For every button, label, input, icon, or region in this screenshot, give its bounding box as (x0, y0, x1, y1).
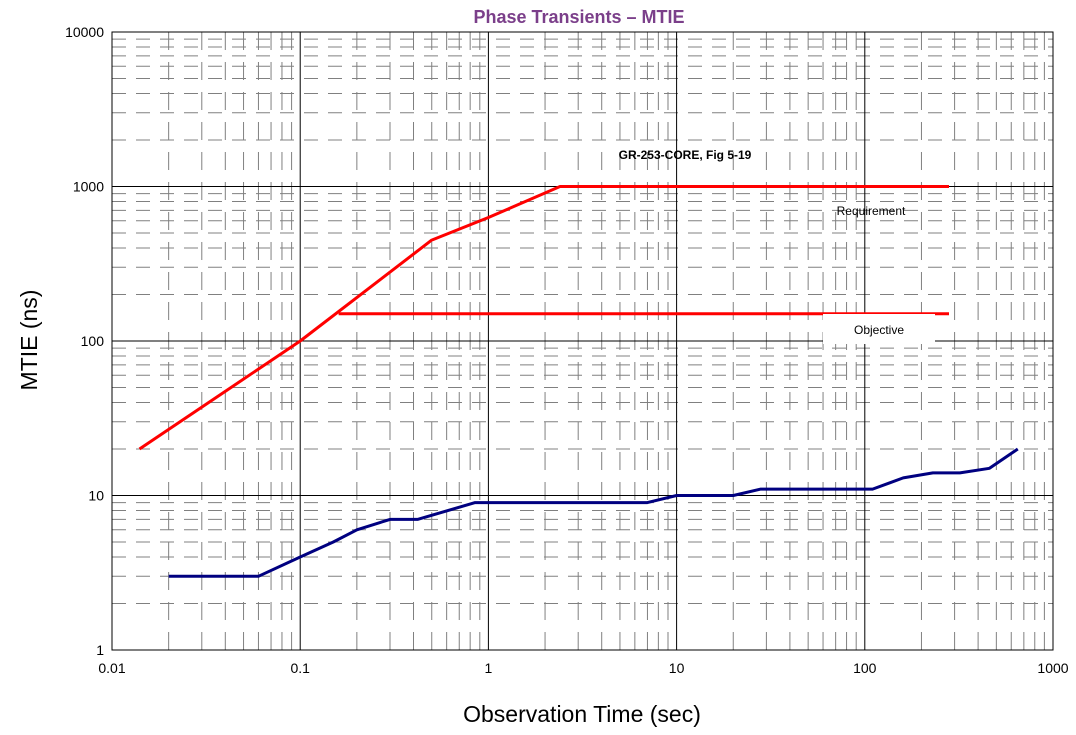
y-axis-label: MTIE (ns) (16, 290, 42, 391)
annotation-requirement: Requirement (837, 204, 906, 218)
x-tick-label: 0.1 (290, 660, 310, 676)
x-tick-label: 10 (669, 660, 685, 676)
x-tick-label: 100 (853, 660, 877, 676)
y-tick-label: 10000 (65, 24, 104, 40)
tick-labels: 0.01 0.1 1 10 100 1000 1 10 100 1000 10000 (65, 24, 1069, 676)
x-tick-label: 1 (485, 660, 493, 676)
y-tick-label: 1000 (73, 179, 104, 195)
x-tick-label: 0.01 (98, 660, 125, 676)
y-tick-label: 1 (96, 642, 104, 658)
annotation-objective: Objective (854, 323, 904, 337)
y-tick-label: 100 (81, 333, 105, 349)
x-tick-label: 1000 (1037, 660, 1068, 676)
y-tick-label: 10 (88, 488, 104, 504)
annotation-source: GR-253-CORE, Fig 5-19 (619, 148, 752, 162)
chart-title: Phase Transients – MTIE (473, 7, 684, 27)
x-axis-label: Observation Time (sec) (463, 701, 701, 727)
